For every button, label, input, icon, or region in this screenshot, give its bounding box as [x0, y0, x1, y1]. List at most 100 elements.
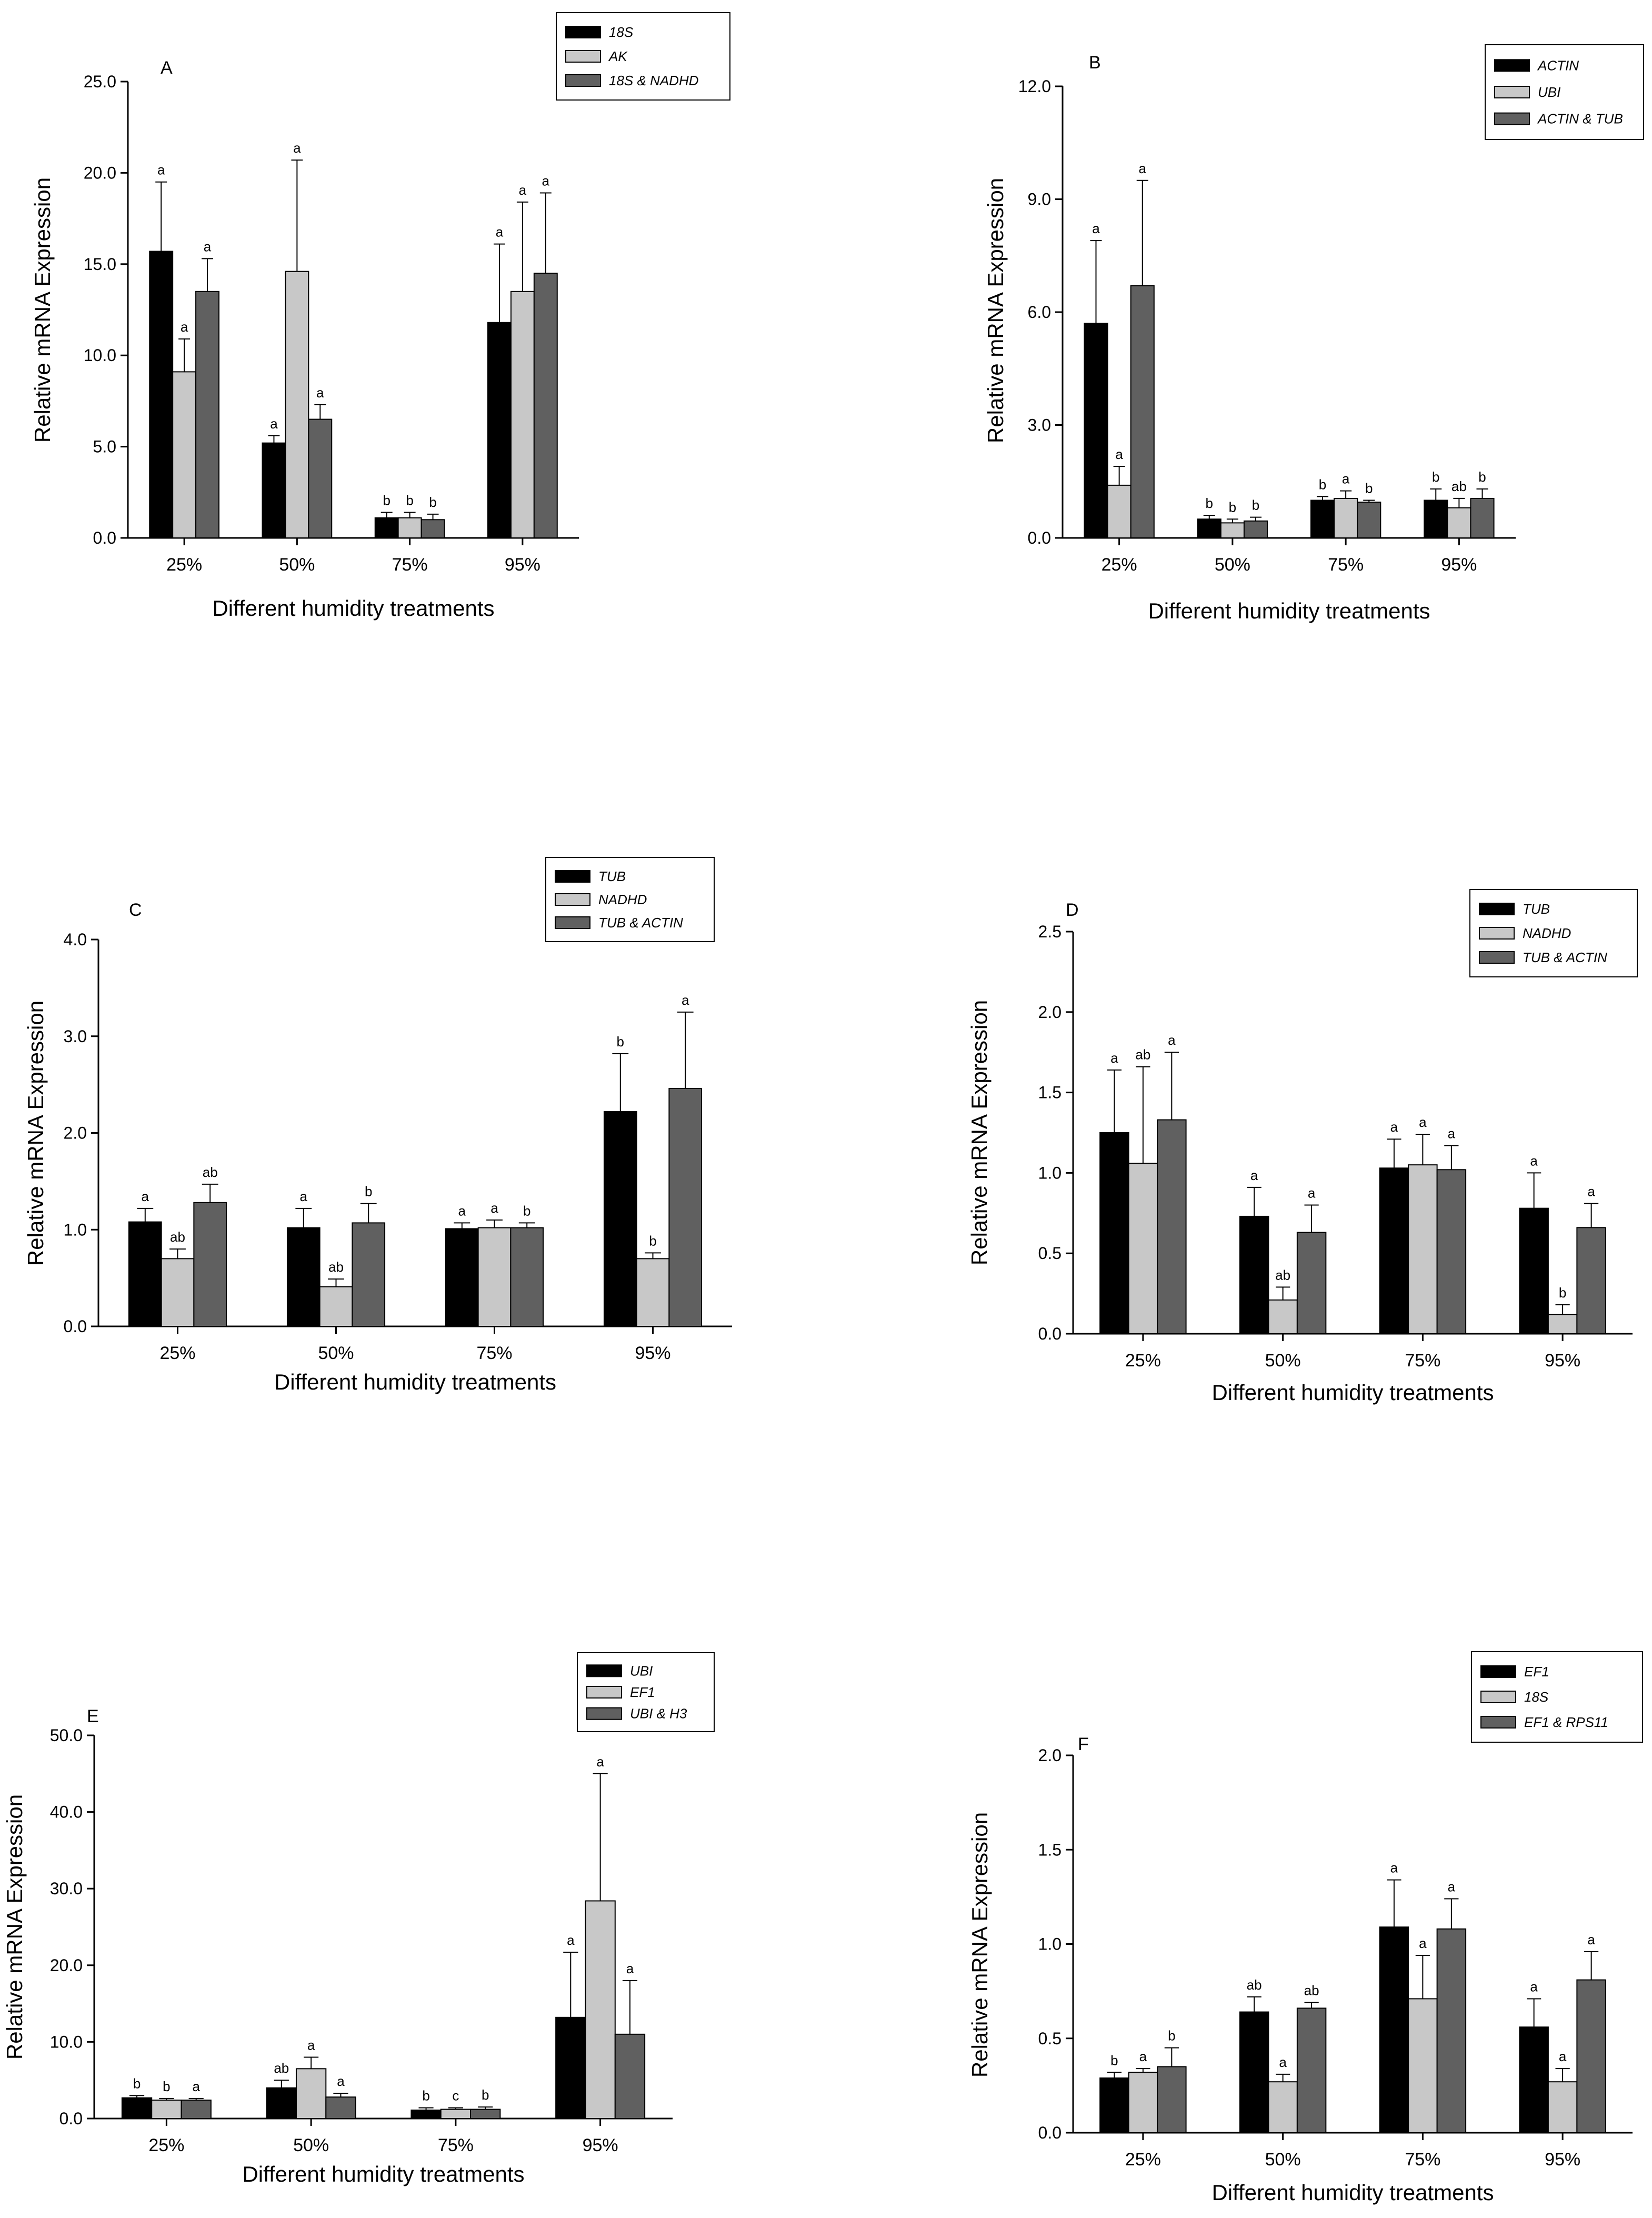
panel-label: B [1089, 53, 1101, 73]
x-tick-label: 25% [1102, 555, 1137, 575]
legend-swatch [1494, 86, 1530, 98]
y-tick-label: 2.0 [64, 1124, 87, 1143]
panel-label: C [129, 900, 142, 920]
significance-letter: a [204, 238, 212, 254]
legend-swatch [1480, 1716, 1516, 1729]
bar [325, 2096, 356, 2119]
significance-letter: a [1419, 1114, 1427, 1130]
y-tick-label: 1.5 [1038, 1083, 1062, 1102]
significance-letter: ab [1275, 1267, 1290, 1283]
legend-swatch [1494, 59, 1530, 72]
bar [636, 1258, 670, 1327]
bar [1379, 1167, 1409, 1334]
panel-label: E [87, 1706, 99, 1726]
x-axis-title: Different humidity treatments [1148, 598, 1430, 623]
bar [308, 418, 333, 539]
x-axis-title: Different humidity treatments [242, 2162, 524, 2186]
y-tick-label: 2.0 [1038, 1003, 1062, 1022]
bar [1470, 497, 1495, 538]
bar [614, 2033, 646, 2120]
y-tick-label: 1.0 [1038, 1935, 1062, 1954]
bar [1296, 2007, 1327, 2133]
x-tick-label: 25% [1125, 2150, 1161, 2170]
significance-letter: a [181, 319, 188, 335]
legend-label: UBI [630, 1663, 653, 1679]
legend-swatch [555, 916, 590, 929]
x-tick-label: 95% [583, 2135, 618, 2155]
y-tick-label: 20.0 [84, 163, 116, 182]
significance-letter: a [316, 385, 324, 401]
significance-letter: ab [203, 1164, 218, 1180]
y-tick-label: 3.0 [64, 1027, 87, 1046]
significance-letter: a [542, 173, 550, 189]
y-tick-label: 0.0 [64, 1317, 87, 1336]
legend-label: ACTIN [1537, 57, 1579, 73]
legend-swatch [586, 1664, 622, 1677]
x-tick-label: 75% [1405, 1351, 1440, 1371]
bar [1107, 484, 1132, 539]
y-tick-label: 30.0 [50, 1879, 83, 1898]
y-tick-label: 1.0 [1038, 1163, 1062, 1182]
bar [295, 2068, 327, 2120]
x-tick-label: 50% [318, 1343, 354, 1363]
significance-letter: ab [170, 1229, 185, 1245]
legend-swatch [565, 26, 601, 38]
x-axis-title: Different humidity treatments [274, 1370, 556, 1394]
significance-letter: a [142, 1188, 149, 1204]
significance-letter: a [1092, 221, 1100, 236]
y-tick-label: 25.0 [84, 72, 116, 91]
bar [1296, 1232, 1327, 1334]
legend-swatch [555, 893, 590, 906]
x-tick-label: 95% [1545, 1351, 1580, 1371]
y-tick-label: 40.0 [50, 1803, 83, 1822]
legend-label: EF1 & RPS11 [1524, 1714, 1608, 1730]
significance-letter: b [1110, 2052, 1118, 2068]
significance-letter: a [1587, 1932, 1595, 1947]
bar [1310, 499, 1335, 538]
bar [445, 1228, 479, 1327]
bar [411, 2109, 442, 2119]
significance-letter: a [1279, 2054, 1287, 2070]
bar [181, 2100, 212, 2119]
x-tick-label: 75% [438, 2135, 474, 2155]
bar [1576, 1979, 1606, 2133]
y-tick-label: 5.0 [93, 437, 116, 456]
legend-label: NADHD [1523, 925, 1571, 941]
significance-letter: b [1168, 2028, 1175, 2044]
bar [285, 271, 309, 538]
x-tick-label: 25% [148, 2135, 184, 2155]
significance-letter: ab [1247, 1977, 1262, 1993]
bar [149, 251, 174, 538]
bar [286, 1227, 321, 1327]
x-tick-label: 75% [1405, 2150, 1440, 2170]
legend-swatch [565, 50, 601, 63]
legend-label: ACTIN & TUB [1537, 111, 1623, 127]
bar [420, 519, 445, 539]
y-tick-label: 50.0 [50, 1726, 83, 1745]
legend-swatch [586, 1707, 622, 1720]
significance-letter: a [458, 1203, 466, 1218]
significance-letter: b [649, 1233, 656, 1248]
significance-letter: b [1365, 481, 1373, 496]
x-tick-label: 25% [159, 1343, 195, 1363]
bar [161, 1258, 195, 1327]
y-tick-label: 0.0 [1028, 528, 1051, 547]
bar [262, 442, 286, 538]
x-axis-title: Different humidity treatments [212, 596, 494, 621]
x-tick-label: 95% [1441, 555, 1477, 575]
y-tick-label: 10.0 [84, 346, 116, 365]
x-tick-label: 95% [505, 555, 540, 575]
legend-label: UBI & H3 [630, 1706, 687, 1722]
x-axis-title: Different humidity treatments [1212, 2180, 1494, 2205]
bar [555, 2016, 586, 2120]
y-tick-label: 2.5 [1038, 922, 1062, 941]
bar [1447, 507, 1471, 538]
significance-letter: b [1319, 476, 1326, 492]
significance-letter: b [523, 1203, 530, 1218]
bar [1157, 1119, 1187, 1334]
bar [1408, 1998, 1438, 2134]
significance-letter: b [617, 1034, 624, 1050]
significance-letter: a [1308, 1185, 1316, 1201]
bar [121, 2097, 153, 2119]
bar [1408, 1164, 1438, 1335]
